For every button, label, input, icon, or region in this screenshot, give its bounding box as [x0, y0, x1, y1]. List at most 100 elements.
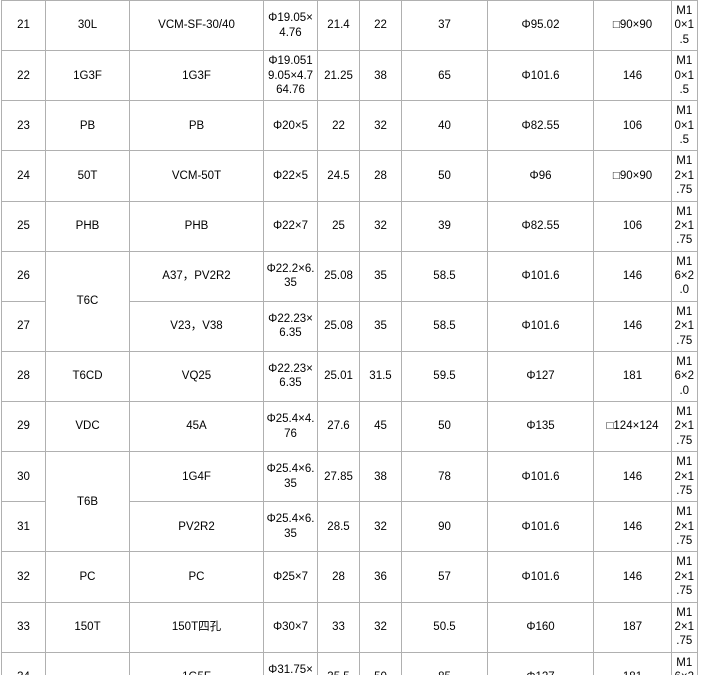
cell-code: 150T — [45, 601, 130, 653]
table-row: 31 PV2R2 Φ25.4×6.35 28.5 32 90 Φ101.6 146 M12×1.… — [1, 501, 723, 553]
cell-bolt: M12×1.75 — [671, 501, 698, 553]
cell-model: PHB — [129, 200, 264, 252]
cell-model: VCM-SF-30/40 — [129, 0, 264, 52]
cell-no: 27 — [1, 300, 46, 352]
cell-bolt: M10×1.5 — [671, 0, 698, 52]
cell-dim-d: 85 — [401, 651, 488, 675]
cell-code: T6C — [45, 250, 130, 352]
cell-thread: □90×90 — [593, 150, 672, 202]
cell-dim-b: 33 — [317, 601, 360, 653]
cell-bolt: M16×2.0 — [671, 651, 698, 675]
cell-dim-d: 37 — [401, 0, 488, 52]
cell-dim-a: Φ22×5 — [263, 150, 318, 202]
cell-code: PB — [45, 100, 130, 152]
cell-code: 1G3F — [45, 50, 130, 102]
cell-dim-c: 38 — [359, 451, 402, 503]
cell-dim-d: 58.5 — [401, 300, 488, 352]
table-row: 23 PB PB Φ20×5 22 32 40 Φ82.55 106 M10×1.5 — [1, 100, 723, 152]
cell-dim-a: Φ22.23×6.35 — [263, 300, 318, 352]
cell-thread: □124×124 — [593, 400, 672, 453]
cell-thread: 106 — [593, 100, 672, 152]
cell-code: T6B — [45, 451, 130, 553]
cell-dim-e: Φ101.6 — [487, 501, 594, 553]
cell-dim-c: 22 — [359, 0, 402, 52]
cell-no: 26 — [1, 250, 46, 302]
table-row: 21 30L VCM-SF-30/40 Φ19.05×4.76 21.4 22 37 Φ95.… — [1, 0, 723, 52]
cell-model: PC — [129, 551, 264, 603]
cell-bolt: M16×2.0 — [671, 350, 698, 403]
cell-thread: 181 — [593, 350, 672, 403]
cell-dim-e: Φ127 — [487, 350, 594, 403]
cell-model: 1G5F — [129, 651, 264, 675]
table-row: 28 T6CD VQ25 Φ22.23×6.35 25.01 31.5 59.5 Φ127 18… — [1, 350, 723, 403]
cell-bolt: M12×1.75 — [671, 400, 698, 453]
cell-dim-e: Φ101.6 — [487, 50, 594, 102]
cell-dim-a: Φ19.0519.05×4.764.76 — [263, 50, 318, 102]
cell-dim-c: 28 — [359, 150, 402, 202]
cell-bolt: M16×2.0 — [671, 250, 698, 302]
cell-thread: □90×90 — [593, 0, 672, 52]
cell-dim-d: 39 — [401, 200, 488, 252]
cell-no: 29 — [1, 400, 46, 453]
cell-dim-c: 32 — [359, 501, 402, 553]
cell-code: 50T — [45, 150, 130, 202]
cell-dim-c: 50 — [359, 651, 402, 675]
cell-thread: 146 — [593, 50, 672, 102]
cell-dim-c: 31.5 — [359, 350, 402, 403]
cell-dim-d: 50 — [401, 150, 488, 202]
cell-dim-b: 25.08 — [317, 250, 360, 302]
cell-thread: 146 — [593, 551, 672, 603]
cell-dim-a: Φ25×7 — [263, 551, 318, 603]
cell-dim-c: 32 — [359, 100, 402, 152]
cell-code: T6D — [45, 651, 130, 675]
cell-dim-b: 28.5 — [317, 501, 360, 553]
cell-dim-a: Φ25.4×6.35 — [263, 451, 318, 503]
cell-dim-c: 32 — [359, 601, 402, 653]
cell-dim-e: Φ96 — [487, 150, 594, 202]
cell-dim-b: 21.25 — [317, 50, 360, 102]
cell-model: A37，PV2R2 — [129, 250, 264, 302]
cell-dim-e: Φ160 — [487, 601, 594, 653]
cell-bolt: M12×1.75 — [671, 150, 698, 202]
cell-dim-c: 35 — [359, 250, 402, 302]
cell-thread: 146 — [593, 250, 672, 302]
table-row: 22 1G3F 1G3F Φ19.0519.05×4.764.76 21.25 38 65 Φ… — [1, 50, 723, 102]
cell-dim-a: Φ22×7 — [263, 200, 318, 252]
cell-dim-d: 57 — [401, 551, 488, 603]
cell-dim-b: 21.4 — [317, 0, 360, 52]
cell-model: PV2R2 — [129, 501, 264, 553]
table-row: 24 50T VCM-50T Φ22×5 24.5 28 50 Φ96 □90×90 M12×1.… — [1, 150, 723, 202]
cell-bolt: M12×1.75 — [671, 601, 698, 653]
cell-dim-e: Φ82.55 — [487, 100, 594, 152]
cell-dim-b: 35.5 — [317, 651, 360, 675]
cell-code: 30L — [45, 0, 130, 52]
cell-dim-a: Φ20×5 — [263, 100, 318, 152]
cell-dim-a: Φ22.2×6.35 — [263, 250, 318, 302]
table-row: 32 PC PC Φ25×7 28 36 57 Φ101.6 146 M12×1.75 — [1, 551, 723, 603]
cell-dim-d: 50 — [401, 400, 488, 453]
cell-bolt: M10×1.5 — [671, 100, 698, 152]
cell-no: 33 — [1, 601, 46, 653]
cell-dim-e: Φ127 — [487, 651, 594, 675]
cell-dim-d: 59.5 — [401, 350, 488, 403]
cell-dim-e: Φ135 — [487, 400, 594, 453]
cell-dim-b: 22 — [317, 100, 360, 152]
cell-no: 28 — [1, 350, 46, 403]
cell-dim-e: Φ82.55 — [487, 200, 594, 252]
cell-no: 31 — [1, 501, 46, 553]
cell-dim-d: 90 — [401, 501, 488, 553]
cell-model: 150T四孔 — [129, 601, 264, 653]
cell-no: 32 — [1, 551, 46, 603]
cell-dim-e: Φ101.6 — [487, 551, 594, 603]
cell-dim-c: 45 — [359, 400, 402, 453]
cell-dim-d: 78 — [401, 451, 488, 503]
cell-dim-c: 35 — [359, 300, 402, 352]
cell-bolt: M10×1.5 — [671, 50, 698, 102]
cell-dim-a: Φ19.05×4.76 — [263, 0, 318, 52]
cell-bolt: M12×1.75 — [671, 551, 698, 603]
cell-thread: 187 — [593, 601, 672, 653]
cell-no: 24 — [1, 150, 46, 202]
cell-dim-d: 50.5 — [401, 601, 488, 653]
